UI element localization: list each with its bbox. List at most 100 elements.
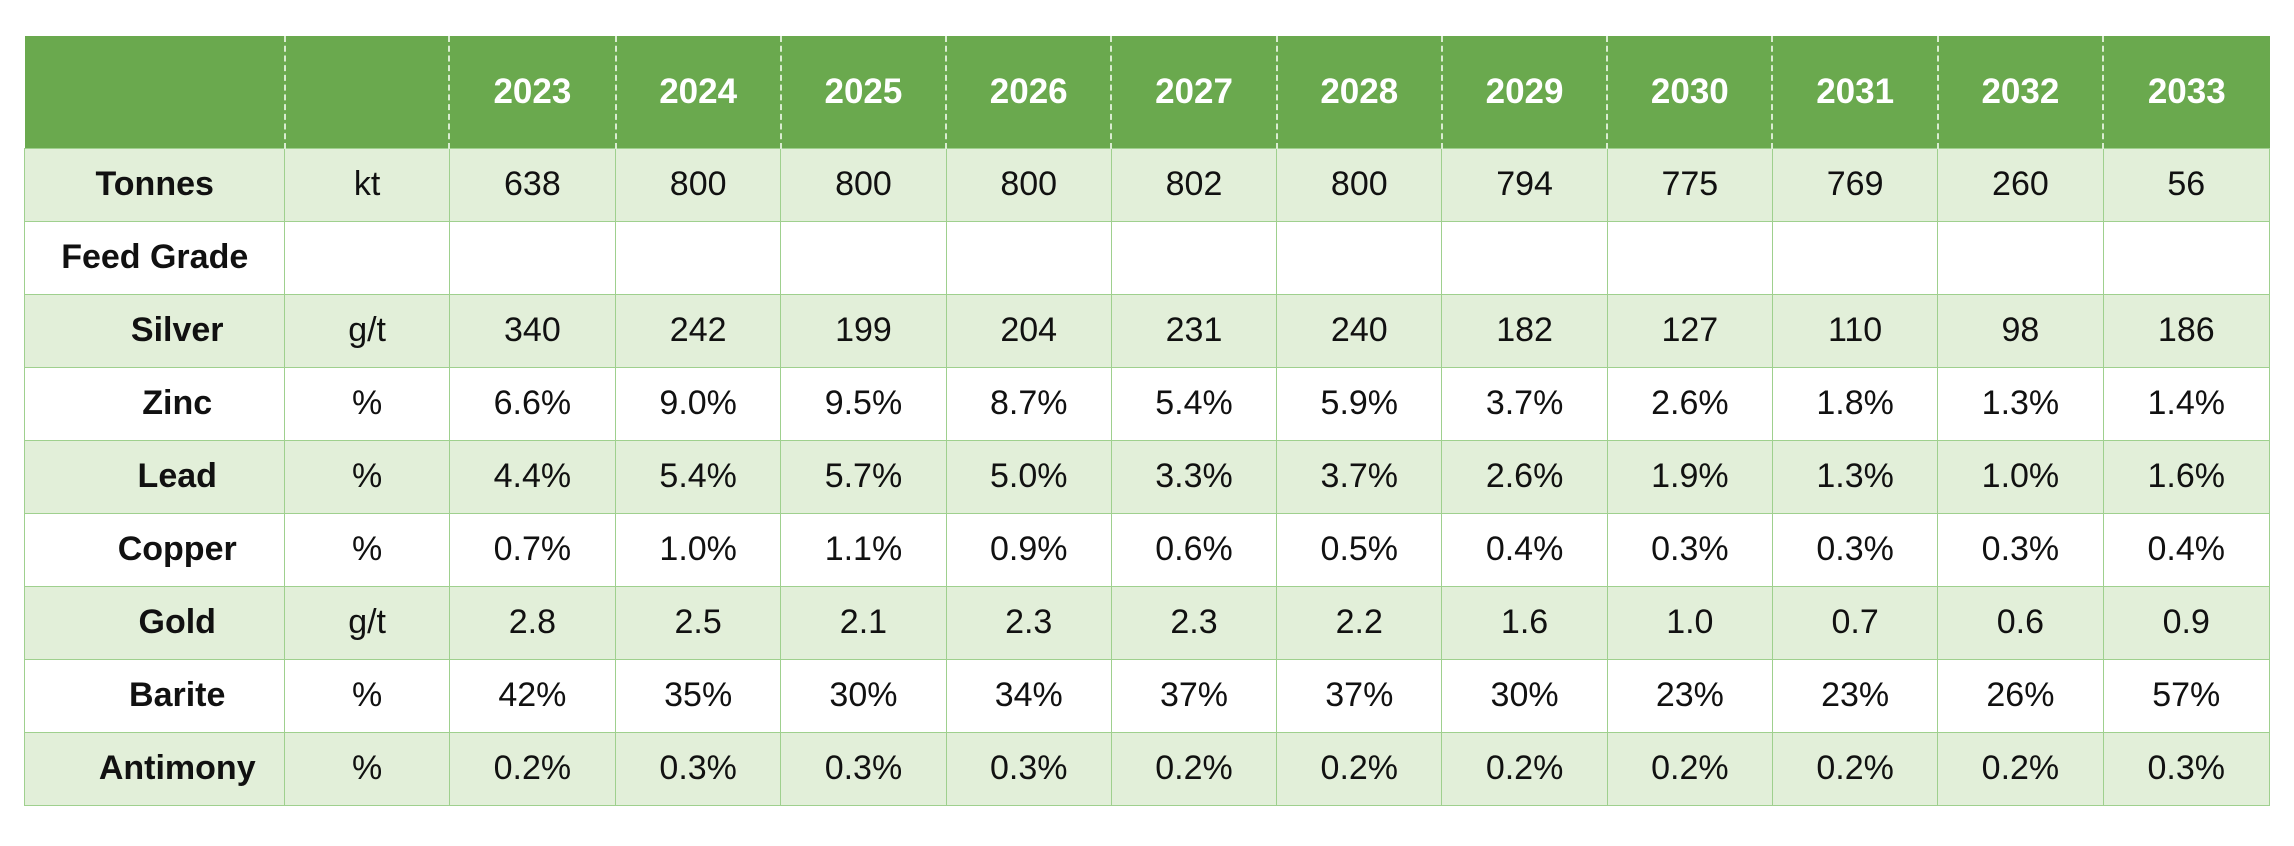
- table-row: Feed Grade: [23, 220, 2271, 295]
- table-cell: 5.0%: [945, 439, 1112, 514]
- table-cell: 199: [780, 293, 947, 368]
- table-cell: 1.0%: [1937, 439, 2104, 514]
- table-cell: [2102, 220, 2271, 295]
- table-cell: 0.3%: [2102, 731, 2271, 806]
- table-cell: 0.4%: [2102, 512, 2271, 587]
- table-cell: 0.3%: [945, 731, 1112, 806]
- table-cell: 57%: [2102, 658, 2271, 733]
- table-cell: 800: [780, 147, 947, 222]
- table-cell: 127: [1606, 293, 1773, 368]
- table-cell: 6.6%: [448, 366, 617, 441]
- table-cell: 30%: [780, 658, 947, 733]
- header-year-2026: 2026: [945, 36, 1112, 148]
- row-label: Tonnes: [23, 147, 286, 222]
- table-row: Zinc% 6.6% 9.0% 9.5% 8.7% 5.4% 5.9% 3.7% 2.6% 1.8…: [23, 366, 2271, 441]
- row-label: Copper: [23, 512, 286, 587]
- table-cell: 204: [945, 293, 1112, 368]
- table-cell: 5.9%: [1276, 366, 1443, 441]
- table-cell: 4.4%: [448, 439, 617, 514]
- table-cell: 340: [448, 293, 617, 368]
- table-cell: 2.2: [1276, 585, 1443, 660]
- table-cell: 260: [1937, 147, 2104, 222]
- table-cell: [945, 220, 1112, 295]
- table-cell: 0.3%: [1771, 512, 1939, 587]
- header-year-2031: 2031: [1771, 36, 1938, 148]
- table-cell: 186: [2102, 293, 2271, 368]
- table-cell: 0.3%: [1937, 512, 2104, 587]
- table-cell: 23%: [1606, 658, 1773, 733]
- table-cell: 0.9%: [945, 512, 1112, 587]
- table-cell: 37%: [1110, 658, 1278, 733]
- row-unit: g/t: [284, 293, 450, 368]
- header-label-cell: [24, 36, 285, 148]
- table-row: Lead% 4.4% 5.4% 5.7% 5.0% 3.3% 3.7% 2.6% 1.9% 1.3…: [23, 439, 2271, 514]
- table-cell: 0.2%: [1110, 731, 1278, 806]
- production-schedule-table-container: 2023 2024 2025 2026 2027 2028 2029 2030 2031 2032…: [23, 36, 2271, 806]
- table-cell: 1.4%: [2102, 366, 2271, 441]
- table-cell: 2.3: [945, 585, 1112, 660]
- table-cell: 1.0%: [615, 512, 782, 587]
- header-year-2023: 2023: [448, 36, 616, 148]
- table-cell: 5.4%: [615, 439, 782, 514]
- row-label: Zinc: [23, 366, 286, 441]
- table-cell: 231: [1110, 293, 1278, 368]
- row-unit: kt: [284, 147, 450, 222]
- table-row: Copper% 0.7% 1.0% 1.1% 0.9% 0.6% 0.5% 0.4% 0.3% 0…: [23, 512, 2271, 587]
- table-cell: 2.6%: [1606, 366, 1773, 441]
- table-body: Tonnes kt 638 800 800 800 802 800 794 775 769 260 56…: [23, 147, 2271, 806]
- header-year-2032: 2032: [1936, 36, 2104, 148]
- table-cell: 0.2%: [1771, 731, 1939, 806]
- table-cell: 42%: [448, 658, 617, 733]
- table-cell: [615, 220, 782, 295]
- table-cell: 0.2%: [1937, 731, 2104, 806]
- table-cell: 2.3: [1110, 585, 1278, 660]
- table-row: Barite% 42% 35% 30% 34% 37% 37% 30% 23% 23% 26% 57%: [23, 658, 2271, 733]
- row-label: Gold: [23, 585, 286, 660]
- table-cell: [1606, 220, 1773, 295]
- table-cell: 34%: [945, 658, 1112, 733]
- row-unit: g/t: [284, 585, 450, 660]
- table-cell: [1110, 220, 1278, 295]
- table-cell: 0.2%: [1606, 731, 1773, 806]
- table-cell: 0.2%: [448, 731, 617, 806]
- table-cell: 182: [1441, 293, 1608, 368]
- table-cell: [1937, 220, 2104, 295]
- table-cell: 0.6%: [1110, 512, 1278, 587]
- table-cell: 26%: [1937, 658, 2104, 733]
- header-year-2025: 2025: [779, 36, 947, 148]
- table-cell: 800: [615, 147, 782, 222]
- table-cell: 775: [1606, 147, 1773, 222]
- table-cell: 3.7%: [1441, 366, 1608, 441]
- table-cell: 800: [1276, 147, 1443, 222]
- row-label: Barite: [23, 658, 286, 733]
- table-cell: 5.4%: [1110, 366, 1278, 441]
- header-year-2030: 2030: [1606, 36, 1773, 148]
- table-cell: 9.0%: [615, 366, 782, 441]
- table-cell: 802: [1110, 147, 1278, 222]
- table-cell: 769: [1771, 147, 1939, 222]
- row-label: Feed Grade: [23, 220, 286, 295]
- row-unit: [284, 220, 450, 295]
- table-cell: 37%: [1276, 658, 1443, 733]
- table-cell: 3.7%: [1276, 439, 1443, 514]
- header-year-2029: 2029: [1440, 36, 1608, 148]
- table-cell: 1.6: [1441, 585, 1608, 660]
- table-cell: 8.7%: [945, 366, 1112, 441]
- table-cell: 30%: [1441, 658, 1608, 733]
- table-cell: 1.0: [1606, 585, 1773, 660]
- table-cell: 2.1: [780, 585, 947, 660]
- header-year-2033: 2033: [2102, 36, 2270, 148]
- production-schedule-table: 2023 2024 2025 2026 2027 2028 2029 2030 2031 2032…: [23, 36, 2271, 806]
- table-cell: 1.3%: [1771, 439, 1939, 514]
- table-cell: 0.4%: [1441, 512, 1608, 587]
- table-cell: 56: [2102, 147, 2271, 222]
- row-label: Lead: [23, 439, 286, 514]
- row-unit: %: [284, 731, 450, 806]
- row-unit: %: [284, 512, 450, 587]
- table-cell: 0.2%: [1276, 731, 1443, 806]
- table-cell: 1.3%: [1937, 366, 2104, 441]
- table-cell: 0.2%: [1441, 731, 1608, 806]
- header-year-2028: 2028: [1275, 36, 1442, 148]
- table-cell: 35%: [615, 658, 782, 733]
- header-unit-cell: [283, 36, 450, 148]
